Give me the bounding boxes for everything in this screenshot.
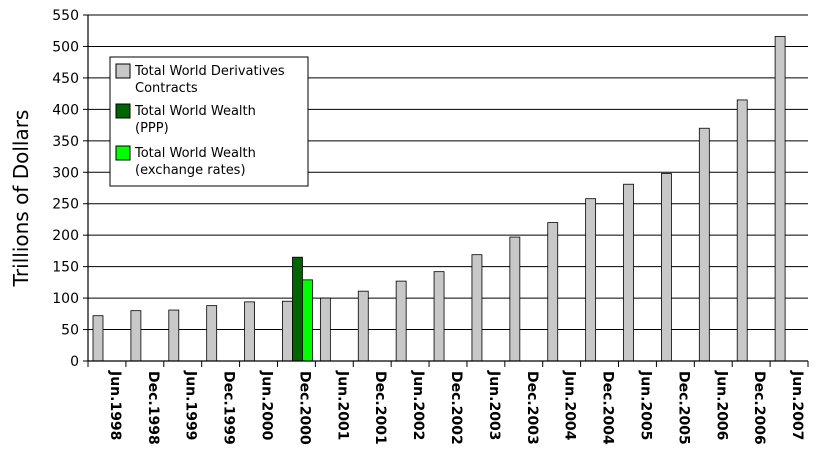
x-tick-label: Jun.2002 bbox=[410, 370, 426, 440]
x-tick-label: Dec.2005 bbox=[675, 371, 691, 445]
bar-derivatives bbox=[395, 280, 407, 362]
y-tick-label: 400 bbox=[52, 102, 79, 118]
bar-derivatives bbox=[206, 305, 218, 362]
bar-derivatives bbox=[509, 236, 521, 362]
bar-derivatives bbox=[130, 310, 142, 362]
legend-label: Total World Wealth bbox=[134, 104, 256, 119]
y-tick-label: 500 bbox=[52, 39, 79, 55]
bars bbox=[92, 35, 786, 362]
legend-swatch bbox=[115, 63, 131, 79]
x-tick-label: Jun.1999 bbox=[183, 370, 199, 440]
bar-derivatives bbox=[698, 127, 710, 362]
bar-wealth-ppp bbox=[292, 256, 303, 362]
bar-derivatives bbox=[357, 290, 369, 362]
y-tick-label: 50 bbox=[61, 323, 79, 339]
legend-label: (exchange rates) bbox=[135, 163, 246, 178]
x-tick-label: Dec.2006 bbox=[751, 371, 767, 445]
x-tick-label: Dec.2003 bbox=[524, 371, 540, 445]
x-tick-label: Jun.2007 bbox=[789, 370, 805, 440]
y-tick-label: 300 bbox=[52, 165, 79, 181]
legend-box bbox=[109, 56, 309, 187]
bar-derivatives bbox=[168, 309, 180, 362]
x-tick-label: Jun.2004 bbox=[562, 370, 578, 441]
y-tick-label: 450 bbox=[52, 71, 79, 87]
x-tick-label: Dec.1998 bbox=[145, 371, 161, 445]
y-axis-ticks: 0 50 100 150 200 250 300 350 400 450 500 550 bbox=[52, 8, 88, 370]
x-tick-label: Jun.2005 bbox=[637, 370, 653, 440]
legend: Total World Derivatives Contracts Total Wo… bbox=[109, 56, 309, 187]
x-tick-label: Dec.2004 bbox=[600, 371, 616, 445]
x-tick-label: Jun.2000 bbox=[259, 370, 275, 441]
bar-derivatives bbox=[282, 300, 293, 362]
legend-swatch bbox=[115, 103, 131, 119]
y-tick-label: 250 bbox=[52, 197, 79, 213]
bar-derivatives bbox=[471, 254, 483, 362]
y-tick-label: 100 bbox=[52, 291, 79, 307]
x-tick-label: Jun.2003 bbox=[486, 370, 502, 440]
x-tick-label: Dec.2000 bbox=[296, 371, 312, 445]
x-axis-ticks: Jun.1998 Dec.1998 Jun.1999 Dec.1999 Jun.2000… bbox=[87, 361, 809, 445]
y-tick-label: 550 bbox=[52, 8, 79, 24]
bar-derivatives bbox=[433, 271, 445, 362]
bar-derivatives bbox=[319, 297, 331, 362]
x-tick-label: Jun.2001 bbox=[334, 370, 350, 440]
bar-derivatives bbox=[244, 301, 255, 362]
bar-derivatives bbox=[585, 198, 597, 362]
bar-derivatives bbox=[774, 35, 786, 362]
legend-label: (PPP) bbox=[135, 121, 169, 136]
y-tick-label: 200 bbox=[52, 228, 79, 244]
y-axis-label: Trillions of Dollars bbox=[9, 110, 33, 288]
bar-derivatives bbox=[92, 315, 104, 362]
x-tick-label: Dec.1999 bbox=[221, 371, 237, 445]
y-tick-label: 150 bbox=[52, 260, 79, 276]
bar-derivatives bbox=[736, 99, 748, 362]
bar-derivatives bbox=[547, 222, 559, 362]
x-tick-label: Dec.2001 bbox=[372, 371, 388, 445]
x-tick-label: Jun.1998 bbox=[107, 370, 123, 440]
bar-derivatives bbox=[661, 173, 672, 362]
legend-label: Total World Wealth bbox=[134, 146, 256, 161]
bar-wealth-exchange bbox=[302, 279, 313, 362]
x-tick-label: Jun.2006 bbox=[713, 370, 729, 440]
legend-swatch bbox=[115, 145, 131, 161]
bar-derivatives bbox=[623, 183, 634, 362]
legend-label: Contracts bbox=[135, 81, 198, 96]
x-tick-label: Dec.2002 bbox=[448, 371, 464, 445]
legend-label: Total World Derivatives bbox=[134, 64, 285, 79]
y-tick-label: 0 bbox=[70, 354, 79, 370]
y-tick-label: 350 bbox=[52, 134, 79, 150]
